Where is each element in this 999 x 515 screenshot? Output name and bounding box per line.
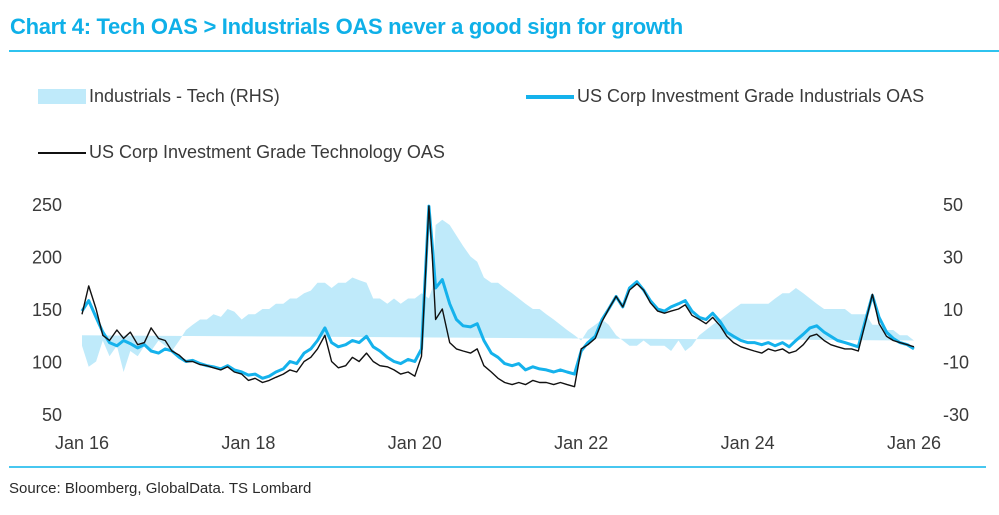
right-axis: 50 30 10 -10 -30 [943, 195, 969, 425]
tech-oas-line [81, 205, 915, 388]
x-axis-tick-label: Jan 26 [887, 433, 941, 453]
left-axis-tick-label: 50 [42, 405, 62, 425]
left-axis-tick-label: 200 [32, 248, 62, 268]
right-axis-tick-label: 50 [943, 195, 963, 215]
x-axis-tick-label: Jan 22 [554, 433, 608, 453]
x-axis-tick-label: Jan 18 [221, 433, 275, 453]
legend-label-industrials: US Corp Investment Grade Industrials OAS [577, 86, 925, 106]
right-axis-tick-label: 30 [943, 248, 963, 268]
left-axis: 250 200 150 100 50 [32, 195, 62, 425]
x-axis-tick-label: Jan 16 [55, 433, 109, 453]
right-axis-tick-label: 10 [943, 300, 963, 320]
right-axis-tick-label: -10 [943, 353, 969, 373]
right-axis-tick-label: -30 [943, 405, 969, 425]
bottom-rule [9, 466, 986, 468]
legend-label-tech: US Corp Investment Grade Technology OAS [89, 142, 445, 162]
left-axis-tick-label: 100 [32, 353, 62, 373]
spread-area-layer [82, 219, 914, 372]
x-axis-tick-label: Jan 20 [388, 433, 442, 453]
title-underline [9, 50, 999, 52]
left-axis-tick-label: 250 [32, 195, 62, 215]
legend-swatch-industrials [526, 94, 574, 99]
legend-swatch-tech [38, 151, 86, 154]
legend-item-industrials: US Corp Investment Grade Industrials OAS [526, 86, 924, 107]
lines-layer [80, 204, 915, 388]
x-axis-tick-label: Jan 24 [721, 433, 775, 453]
chart-title: Chart 4: Tech OAS > Industrials OAS neve… [10, 14, 683, 39]
legend-item-spread: Industrials - Tech (RHS) [38, 86, 280, 107]
legend-label-spread: Industrials - Tech (RHS) [89, 86, 280, 106]
industrials-oas-line [80, 204, 915, 380]
legend-item-tech: US Corp Investment Grade Technology OAS [38, 142, 445, 163]
spread-area [82, 219, 914, 372]
legend-swatch-area [38, 89, 86, 104]
source-note: Source: Bloomberg, GlobalData. TS Lombar… [9, 480, 312, 497]
x-axis: Jan 16 Jan 18 Jan 20 Jan 22 Jan 24 Jan 26 [55, 433, 941, 453]
left-axis-tick-label: 150 [32, 300, 62, 320]
